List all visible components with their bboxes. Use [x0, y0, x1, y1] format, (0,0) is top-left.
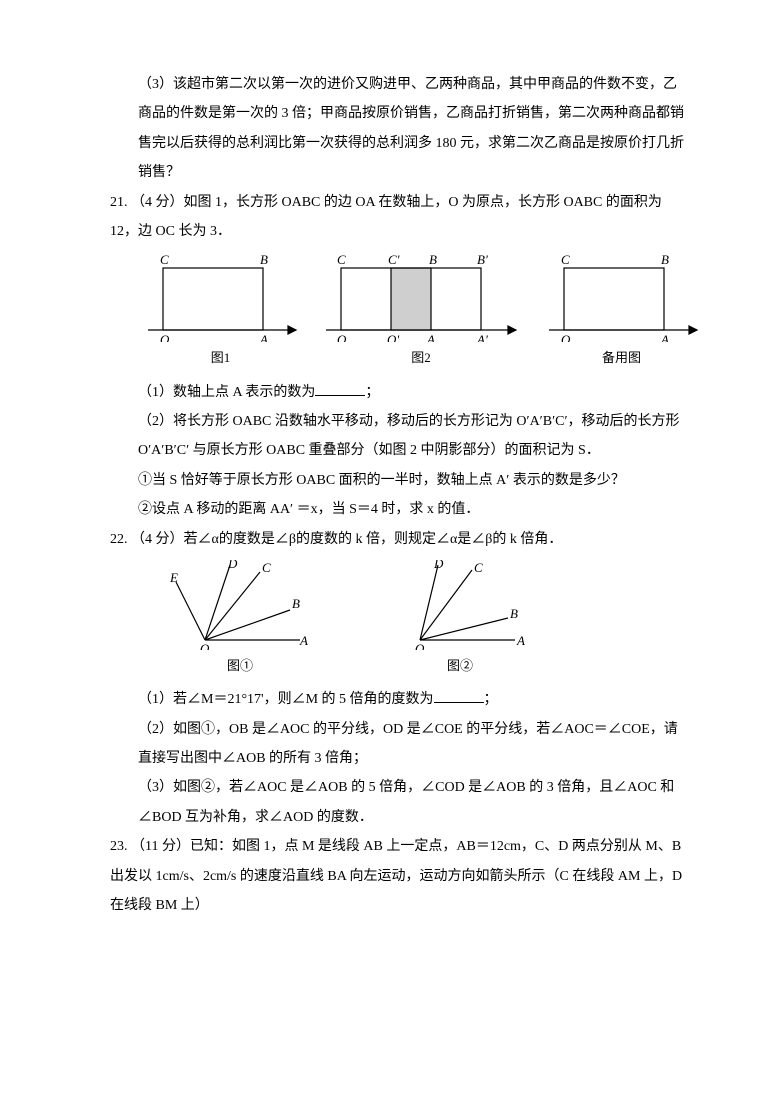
- svg-text:O: O: [337, 332, 347, 342]
- q21-head-text: 21. （4 分）如图 1，长方形 OABC 的边 OA 在数轴上，O 为原点，…: [110, 195, 662, 239]
- q22-p2: （2）如图①，OB 是∠AOC 的平分线，OD 是∠COE 的平分线，若∠AOC…: [110, 715, 690, 774]
- q21-fig2-cap: 图2: [321, 344, 521, 371]
- svg-text:O: O: [561, 332, 571, 342]
- q22-figures: O A B C D E 图① O A B C D: [170, 560, 690, 679]
- svg-text:C: C: [474, 560, 483, 575]
- q21-p1a: （1）数轴上点 A 表示的数为: [138, 385, 315, 400]
- svg-text:A: A: [660, 332, 669, 342]
- q22-fig1: O A B C D E 图①: [170, 560, 310, 679]
- svg-text:A': A': [476, 332, 488, 342]
- q21-fig2: C C' B B' O O' A A' 图2: [321, 252, 521, 371]
- q23-head: 23. （11 分）已知：如图 1，点 M 是线段 AB 上一定点，AB＝12c…: [110, 832, 690, 920]
- svg-text:D: D: [227, 560, 238, 571]
- q21-fig2-svg: C C' B B' O O' A A': [321, 252, 521, 342]
- q21-figures: C B O A 图1 C C' B B' O O': [138, 252, 690, 371]
- q21-head: 21. （4 分）如图 1，长方形 OABC 的边 OA 在数轴上，O 为原点，…: [110, 188, 690, 247]
- svg-text:C: C: [561, 252, 570, 267]
- svg-text:O': O': [387, 332, 399, 342]
- q21-fig1-svg: C B O A: [138, 252, 303, 342]
- svg-text:D: D: [433, 560, 444, 571]
- q21-fig1: C B O A 图1: [138, 252, 303, 371]
- q22-fig2-cap: 图②: [390, 652, 530, 679]
- svg-text:O: O: [415, 641, 425, 650]
- svg-text:C: C: [160, 252, 169, 267]
- svg-text:A: A: [259, 332, 268, 342]
- q22-fig1-svg: O A B C D E: [170, 560, 310, 650]
- q22-p1: （1）若∠M＝21°17'，则∠M 的 5 倍角的度数为 ；: [110, 685, 690, 714]
- svg-text:O: O: [160, 332, 170, 342]
- q22-p1b: ；: [484, 692, 498, 707]
- q21-p2a: ①当 S 恰好等于原长方形 OABC 面积的一半时，数轴上点 A′ 表示的数是多…: [110, 466, 690, 495]
- q22-fig2: O A B C D 图②: [390, 560, 530, 679]
- svg-text:C: C: [337, 252, 346, 267]
- svg-text:E: E: [170, 570, 178, 585]
- q21-fig3: C B O A 备用图: [539, 252, 704, 371]
- q22-head: 22. （4 分）若∠α的度数是∠β的度数的 k 倍，则规定∠α是∠β的 k 倍…: [110, 525, 690, 554]
- q22-fig2-svg: O A B C D: [390, 560, 530, 650]
- svg-text:O: O: [200, 641, 210, 650]
- svg-text:B: B: [510, 606, 518, 621]
- q21-p2: （2）将长方形 OABC 沿数轴水平移动，移动后的长方形记为 O′A′B′C′，…: [110, 407, 690, 466]
- svg-text:A: A: [516, 633, 525, 648]
- svg-text:B: B: [292, 596, 300, 611]
- svg-text:A: A: [426, 332, 435, 342]
- q22-p1a: （1）若∠M＝21°17'，则∠M 的 5 倍角的度数为: [138, 692, 434, 707]
- q21-p1: （1）数轴上点 A 表示的数为 ；: [110, 378, 690, 407]
- q21-fig1-cap: 图1: [138, 344, 303, 371]
- q21-p1b: ；: [365, 385, 379, 400]
- svg-text:A: A: [299, 633, 308, 648]
- q21-fig3-cap: 备用图: [539, 344, 704, 371]
- svg-text:C': C': [388, 252, 400, 267]
- svg-text:B': B': [477, 252, 488, 267]
- q22-fig1-cap: 图①: [170, 652, 310, 679]
- q22-blank1[interactable]: [434, 689, 484, 703]
- q22-p3: （3）如图②，若∠AOC 是∠AOB 的 5 倍角，∠COD 是∠AOB 的 3…: [110, 773, 690, 832]
- q21-p2b: ②设点 A 移动的距离 AA′ ＝x，当 S＝4 时，求 x 的值．: [110, 495, 690, 524]
- q21-fig3-svg: C B O A: [539, 252, 704, 342]
- svg-text:B: B: [661, 252, 669, 267]
- svg-text:C: C: [262, 560, 271, 575]
- q21-blank1[interactable]: [315, 382, 365, 396]
- q20-p3: （3）该超市第二次以第一次的进价又购进甲、乙两种商品，其中甲商品的件数不变，乙商…: [110, 70, 690, 188]
- svg-text:B: B: [260, 252, 268, 267]
- svg-text:B: B: [429, 252, 437, 267]
